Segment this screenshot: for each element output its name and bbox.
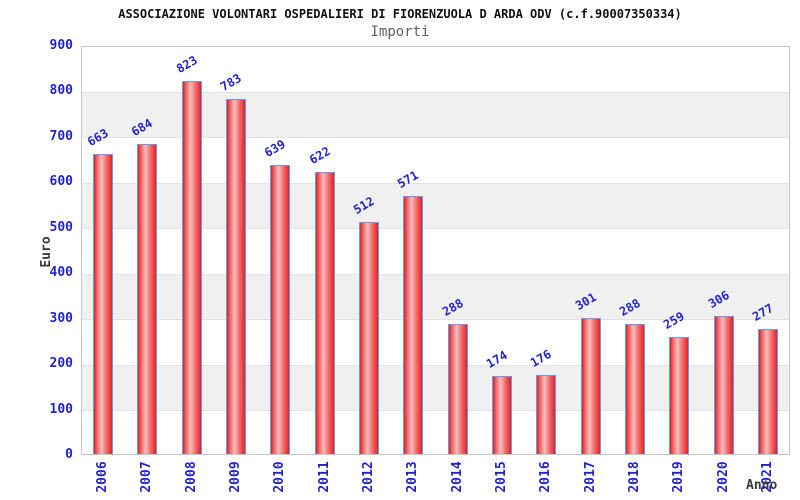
chart-subtitle: Importi: [370, 24, 430, 40]
y-axis-title: Euro: [39, 236, 54, 268]
x-tick-label-2013: 2013: [405, 461, 421, 493]
y-tick-label: 400: [49, 265, 73, 281]
y-tick-label: 500: [49, 219, 73, 235]
x-tick-label-2019: 2019: [671, 461, 687, 493]
bar-2019: [669, 337, 690, 454]
bar-2018: [624, 324, 645, 454]
bar-2014: [447, 324, 468, 454]
x-tick-label-2010: 2010: [272, 461, 288, 493]
bar-2013: [403, 195, 424, 454]
bar-2021: [757, 329, 778, 454]
x-tick-label-2009: 2009: [228, 461, 244, 493]
y-tick-label: 800: [49, 83, 73, 99]
y-tick-label: 900: [49, 38, 73, 53]
x-tick-label-2020: 2020: [715, 461, 731, 493]
y-tick-label: 300: [49, 310, 73, 326]
y-tick-label: 600: [49, 174, 73, 190]
x-tick-label-2012: 2012: [361, 461, 377, 493]
x-axis-title: Anno: [746, 478, 778, 493]
x-tick-label-2015: 2015: [493, 461, 509, 493]
bar-2008: [181, 80, 202, 454]
x-tick-label-2016: 2016: [538, 461, 554, 493]
bar-2010: [270, 164, 291, 454]
bar-2012: [359, 222, 380, 454]
y-tick-label: 200: [49, 356, 73, 372]
bar-2015: [491, 375, 512, 454]
x-tick-label-2008: 2008: [183, 461, 199, 493]
bar-2011: [314, 172, 335, 454]
chart-title: ASSOCIAZIONE VOLONTARI OSPEDALIERI DI FI…: [118, 7, 682, 21]
x-tick-label-2017: 2017: [582, 461, 598, 493]
x-tick-label-2006: 2006: [95, 461, 111, 493]
bar-2020: [713, 315, 734, 454]
y-tick-label: 0: [65, 447, 73, 462]
bar-2009: [226, 99, 247, 454]
x-tick-label-2011: 2011: [316, 461, 332, 493]
x-tick-label-2014: 2014: [449, 461, 465, 493]
bar-2006: [93, 153, 114, 454]
bar-2017: [580, 318, 601, 454]
x-tick-label-2018: 2018: [626, 461, 642, 493]
bar-2007: [137, 144, 158, 454]
x-tick-label-2007: 2007: [139, 461, 155, 493]
y-tick-label: 700: [49, 128, 73, 144]
bar-2016: [536, 375, 557, 454]
y-tick-label: 100: [49, 401, 73, 417]
